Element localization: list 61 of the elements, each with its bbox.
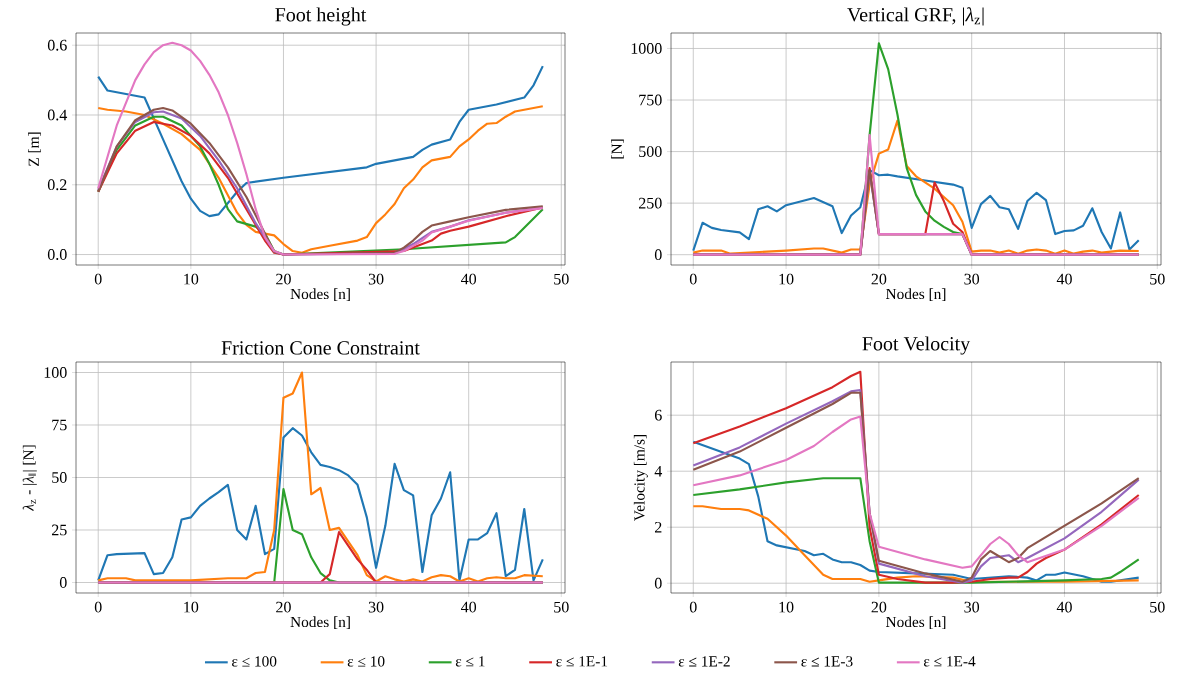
y-tick-label: 250 — [639, 197, 662, 209]
y-axis-title: λ$_{z}$ - |λ$_{‖}$| [N] — [22, 445, 37, 512]
x-tick-label: 30 — [368, 273, 384, 285]
y-axis-title: [N] — [611, 139, 624, 159]
x-tick-label: 20 — [276, 273, 291, 285]
x-tick-label: 0 — [689, 273, 697, 285]
y-tick-label: 0 — [59, 577, 67, 589]
x-tick-label: 40 — [461, 601, 477, 613]
x-tick-label: 0 — [94, 273, 102, 285]
y-tick-label: 0.6 — [47, 39, 67, 51]
y-tick-label: 500 — [639, 146, 662, 158]
y-tick-label: 75 — [52, 419, 67, 431]
y-tick-label: 0.0 — [47, 249, 67, 261]
x-tick-label: 50 — [554, 273, 569, 285]
x-axis-title: Nodes [n] — [290, 288, 350, 302]
y-tick-label: 0.2 — [47, 179, 67, 191]
x-tick-label: 20 — [871, 273, 887, 285]
legend-label: ε ≤ 1 — [455, 656, 485, 667]
y-tick-label: 0 — [654, 249, 662, 261]
y-tick-label: 25 — [52, 524, 67, 536]
x-tick-label: 10 — [779, 273, 794, 285]
y-tick-label: 0 — [654, 577, 662, 589]
y-tick-label: 50 — [52, 472, 67, 484]
x-tick-label: 10 — [779, 601, 794, 613]
y-tick-label: 750 — [639, 94, 662, 106]
y-tick-label: 1000 — [631, 43, 662, 54]
x-axis-title: Nodes [n] — [886, 616, 946, 630]
x-tick-label: 10 — [184, 601, 199, 613]
x-tick-label: 40 — [1056, 273, 1072, 285]
y-tick-label: 0.4 — [47, 109, 68, 121]
x-tick-label: 20 — [871, 601, 887, 613]
x-tick-label: 0 — [94, 601, 102, 613]
y-tick-label: 6 — [654, 409, 662, 421]
legend-label: ε ≤ 100 — [232, 656, 277, 667]
y-axis-title: Z [m] — [28, 132, 41, 167]
x-tick-label: 50 — [1150, 601, 1165, 613]
legend-label: ε ≤ 1E-4 — [923, 656, 976, 667]
x-axis-title: Nodes [n] — [290, 616, 350, 630]
x-tick-label: 30 — [964, 601, 980, 613]
x-tick-label: 20 — [276, 601, 291, 613]
x-tick-label: 10 — [184, 273, 199, 285]
y-tick-label: 100 — [44, 367, 67, 379]
chart-title: Vertical GRF, |λ$_{z}$| — [847, 7, 984, 26]
x-tick-label: 40 — [1056, 601, 1072, 613]
chart-title: Foot height — [275, 7, 367, 26]
x-tick-label: 30 — [368, 601, 384, 613]
y-tick-label: 2 — [655, 522, 662, 533]
chart-title: Friction Cone Constraint — [221, 341, 420, 355]
x-tick-label: 50 — [554, 601, 569, 613]
x-axis-title: Nodes [n] — [886, 288, 946, 302]
legend-label: ε ≤ 1E-2 — [678, 656, 730, 667]
chart-title: Foot Velocity — [862, 336, 971, 355]
x-tick-label: 50 — [1150, 273, 1165, 285]
legend-label: ε ≤ 1E-3 — [801, 656, 853, 667]
legend-label: ε ≤ 10 — [347, 656, 385, 667]
y-tick-label: 4 — [654, 466, 663, 477]
y-axis-title: Velocity [m/s] — [633, 435, 648, 522]
legend-label: ε ≤ 1E-1 — [556, 656, 608, 667]
x-tick-label: 30 — [964, 273, 980, 285]
x-tick-label: 0 — [689, 601, 697, 613]
x-tick-label: 40 — [461, 273, 477, 285]
